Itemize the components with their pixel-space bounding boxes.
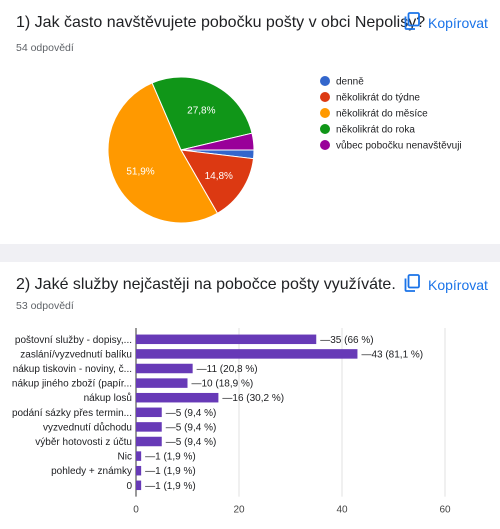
- bar-data-label: —5 (9,4 %): [166, 408, 217, 419]
- bar-data-label: —35 (66 %): [320, 335, 373, 346]
- legend-swatch: [320, 92, 330, 102]
- copy-label: Kopírovat: [428, 276, 488, 293]
- category-label: 0: [126, 481, 132, 492]
- legend-swatch: [320, 108, 330, 118]
- pie-data-label: 14,8%: [205, 171, 233, 182]
- legend-label: několikrát do týdne: [336, 93, 420, 104]
- bar-data-label: —43 (81,1 %): [361, 349, 423, 360]
- x-tick-label: 0: [133, 505, 139, 516]
- bar-data-label: —1 (1,9 %): [145, 481, 196, 492]
- x-tick-label: 40: [336, 505, 348, 516]
- category-label: poštovní služby - dopisy,...: [15, 335, 132, 346]
- legend-swatch: [320, 140, 330, 150]
- pie-slice: [180, 132, 255, 151]
- bar-data-label: —11 (20,8 %): [197, 364, 258, 375]
- category-label: vyzvednutí důchodu: [43, 421, 132, 433]
- pie-chart: 14,8% 51,9% 27,8% denně několikrát do týdne n…: [107, 76, 462, 224]
- pie-slice: [151, 76, 253, 151]
- bar-data-label: —16 (30,2 %): [222, 393, 284, 404]
- bar: [136, 451, 142, 461]
- pie-data-label: 51,9%: [126, 166, 154, 177]
- bar: [136, 363, 193, 374]
- bar: [136, 349, 358, 359]
- legend-label: několikrát do roka: [336, 125, 415, 136]
- question-card-1: 1) Jak často navštěvujete pobočku pošty …: [0, 0, 500, 244]
- copy-icon: [404, 12, 420, 33]
- legend-swatch: [320, 76, 330, 86]
- bar: [136, 334, 317, 345]
- category-label: nákup jiného zboží (papír...: [12, 379, 132, 390]
- bar-data-label: —5 (9,4 %): [166, 437, 217, 448]
- copy-label: Kopírovat: [428, 14, 488, 31]
- copy-chart-button[interactable]: Kopírovat: [404, 274, 488, 295]
- pie-data-label: 27,8%: [187, 106, 215, 117]
- bar: [136, 392, 219, 403]
- bar-data-label: —1 (1,9 %): [145, 466, 196, 477]
- question-title: 1) Jak často navštěvujete pobočku pošty …: [16, 14, 426, 31]
- category-label: nákup losů: [84, 392, 132, 404]
- bar-data-label: —5 (9,4 %): [166, 422, 217, 433]
- bar-chart: 0 20 40 60 poštovní služby - dopisy,... —35 (…: [12, 328, 451, 516]
- category-label: nákup tiskovin - noviny, č...: [13, 364, 132, 375]
- copy-chart-button[interactable]: Kopírovat: [404, 12, 488, 33]
- bar: [136, 480, 142, 491]
- legend-label: několikrát do měsíce: [336, 109, 428, 120]
- x-tick-label: 20: [233, 505, 245, 516]
- legend-swatch: [320, 124, 330, 134]
- category-label: podání sázky přes termin...: [12, 408, 132, 419]
- legend-label: vůbec pobočku nenavštěvuji: [336, 140, 462, 152]
- bar: [136, 407, 162, 418]
- bar: [136, 378, 188, 388]
- copy-icon: [404, 274, 420, 295]
- legend-label: denně: [336, 77, 364, 88]
- pie-slice: [180, 149, 255, 214]
- question-title: 2) Jaké služby nejčastěji na pobočce poš…: [16, 276, 396, 293]
- bar-data-label: —1 (1,9 %): [145, 452, 196, 463]
- response-count: 54 odpovědí: [16, 42, 74, 54]
- bar: [136, 465, 142, 476]
- question-card-2: 2) Jaké služby nejčastěji na pobočce poš…: [0, 262, 500, 529]
- response-count: 53 odpovědí: [16, 300, 74, 312]
- x-tick-label: 60: [439, 505, 451, 516]
- category-label: Nic: [118, 452, 132, 463]
- category-label: pohledy + známky: [51, 466, 132, 477]
- category-label: zaslání/vyzvednutí balíku: [20, 349, 132, 360]
- card-separator: [0, 244, 500, 262]
- pie-slice: [107, 82, 219, 224]
- bar: [136, 422, 162, 432]
- category-label: výběr hotovosti z účtu: [35, 437, 132, 448]
- bar-data-label: —10 (18,9 %): [192, 379, 254, 390]
- bar: [136, 436, 162, 447]
